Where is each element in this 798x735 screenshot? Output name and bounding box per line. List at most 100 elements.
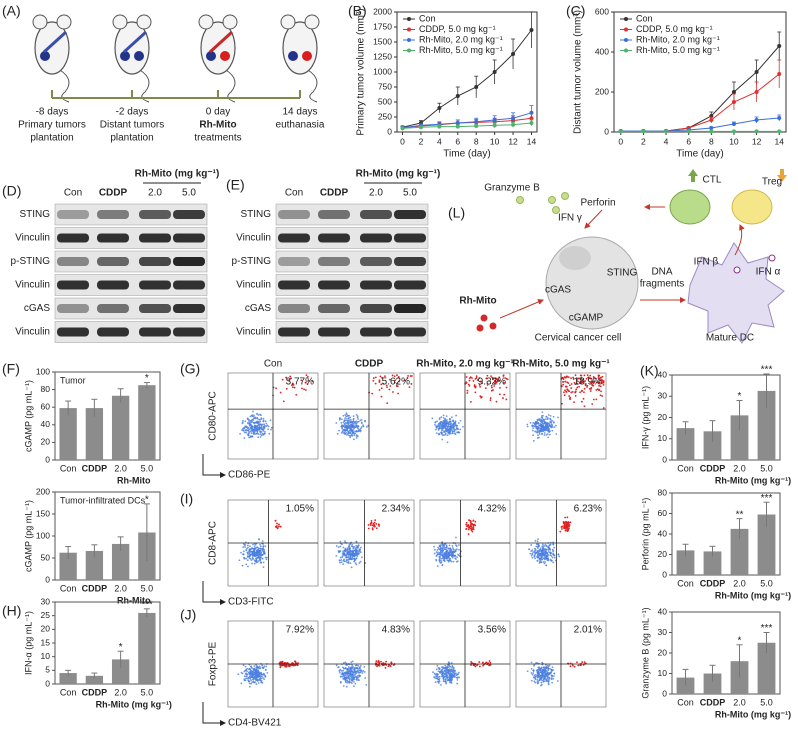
flow-dot: [342, 662, 345, 664]
flow-dot: [245, 557, 248, 560]
flow-dot: [433, 545, 435, 548]
flow-dot: [437, 424, 440, 427]
flow-dot: [545, 564, 548, 567]
flow-dot: [564, 389, 566, 392]
flow-dot: [262, 417, 265, 420]
flow-dot: [547, 669, 550, 672]
flow-dot: [347, 430, 349, 433]
flow-dot: [534, 548, 537, 551]
flow-dot: [503, 381, 505, 384]
flow-dot: [445, 668, 448, 670]
flow-dot: [544, 424, 547, 427]
flow-dot: [349, 435, 352, 437]
flow-dot: [251, 562, 253, 565]
flow-dot: [541, 543, 544, 546]
blot-strip: [54, 297, 208, 320]
flow-dot: [251, 425, 254, 428]
flow-dot: [542, 546, 545, 549]
flow-dot: [252, 558, 254, 560]
mouse-tail: [307, 69, 318, 103]
flow-dot: [354, 682, 357, 685]
x-tick-label: CDDP: [700, 578, 726, 588]
flow-dot: [448, 679, 451, 682]
flow-dot: [449, 423, 452, 425]
flow-dot: [552, 415, 555, 418]
flow-dot: [254, 547, 257, 550]
flow-dot: [546, 427, 549, 430]
schematic-label: IFN γ: [558, 213, 582, 224]
flow-dot: [553, 556, 556, 559]
flow-dot: [250, 682, 253, 685]
y-tick-label: 1250: [373, 51, 392, 61]
flow-dot: [345, 412, 348, 414]
flow-dot: [265, 556, 268, 559]
blot-row-label: STING: [19, 209, 50, 220]
flow-dot: [252, 669, 255, 672]
flow-dots: [526, 374, 605, 442]
flow-dot: [252, 431, 255, 434]
flow-dot: [248, 421, 251, 424]
flow-dot: [344, 661, 347, 664]
flow-dot: [567, 524, 570, 527]
flow-dot: [449, 430, 452, 433]
flow-dot: [454, 554, 457, 557]
flow-dot: [340, 422, 343, 424]
flow-dot: [259, 543, 262, 546]
flow-dot: [574, 390, 577, 393]
flow-dot: [451, 665, 454, 667]
series-marker: [731, 129, 736, 134]
flow-dot: [451, 547, 454, 549]
flow-dot: [502, 375, 505, 377]
flow-dot: [492, 377, 495, 380]
dendritic-cell: [687, 242, 785, 344]
blot-band: [173, 280, 205, 290]
x-tick-label: 2.0: [114, 687, 127, 697]
flow-dot: [288, 379, 291, 381]
flow-dot: [598, 378, 601, 381]
flow-dot: [455, 414, 458, 417]
flow-dot: [548, 664, 551, 667]
flow-dot: [538, 429, 541, 432]
series-marker: [731, 90, 736, 94]
flow-dot: [367, 527, 370, 530]
x-tick-label: 2: [641, 136, 646, 146]
blot-band: [394, 233, 426, 243]
flow-dot: [534, 424, 537, 427]
flow-dot: [335, 554, 338, 557]
flow-dot: [255, 683, 258, 685]
flow-dot: [448, 668, 451, 671]
flow-dot: [353, 685, 355, 688]
x-tick-label: 2.0: [114, 583, 127, 593]
flow-dot: [351, 664, 353, 666]
flow-dot: [580, 378, 583, 380]
flow-dot: [344, 433, 346, 436]
flow-dot: [356, 546, 359, 549]
flow-dot: [547, 414, 550, 416]
flow-dot: [440, 683, 442, 686]
flow-dot: [534, 557, 537, 560]
flow-dot: [241, 421, 244, 424]
syringe: [122, 30, 148, 54]
flow-dot: [543, 555, 546, 557]
x-axis-label: Rh-Mito: [117, 475, 151, 485]
flow-dot: [254, 675, 256, 678]
flow-dot: [547, 559, 550, 561]
flow-dot: [348, 547, 351, 550]
flow-dot: [586, 386, 588, 388]
flow-dot: [436, 673, 439, 676]
blot-band: [360, 304, 392, 313]
panel-label: (I): [180, 491, 193, 507]
flow-dot: [262, 672, 265, 675]
chart-annotation: Tumor: [60, 375, 86, 385]
flow-dot: [438, 432, 441, 435]
timeline-event: Primary tumors: [18, 120, 86, 131]
flow-dot: [556, 680, 559, 682]
flow-dot: [435, 668, 438, 671]
flow-dot: [346, 420, 349, 422]
flow-dot: [341, 543, 343, 546]
flow-dot: [585, 377, 588, 380]
flow-dot: [541, 671, 544, 674]
flow-dot: [568, 384, 571, 387]
flow-dot: [541, 420, 543, 423]
flow-dot: [444, 420, 447, 423]
